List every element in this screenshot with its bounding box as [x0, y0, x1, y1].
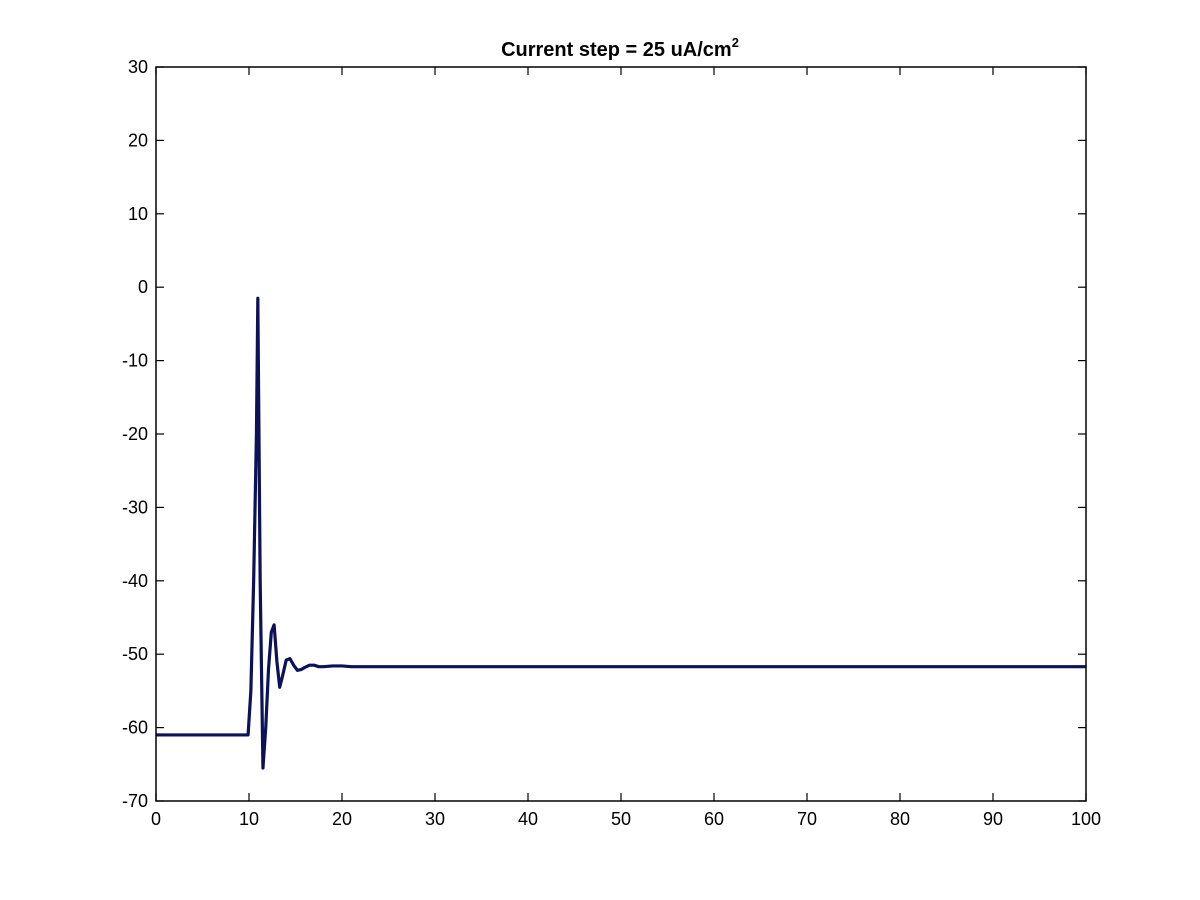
x-tick-label: 30	[425, 809, 445, 829]
y-tick-label: 10	[128, 204, 148, 224]
y-tick-label: -40	[122, 571, 148, 591]
y-tick-label: -70	[122, 791, 148, 811]
y-tick-label: -10	[122, 351, 148, 371]
y-tick-label: -60	[122, 718, 148, 738]
axes-frame	[155, 66, 1087, 802]
x-tick-label: 70	[797, 809, 817, 829]
y-tick-label: -30	[122, 497, 148, 517]
y-tick-label: -50	[122, 644, 148, 664]
x-tick-label: 60	[704, 809, 724, 829]
x-tick-label: 40	[518, 809, 538, 829]
x-tick-label: 50	[611, 809, 631, 829]
x-tick-label: 80	[890, 809, 910, 829]
series-line-0	[156, 296, 1086, 770]
y-tick-label: 20	[128, 130, 148, 150]
x-tick-label: 90	[983, 809, 1003, 829]
chart-title-superscript: 2	[732, 35, 739, 50]
x-tick-label: 0	[151, 809, 161, 829]
y-tick-label: -20	[122, 424, 148, 444]
chart-title: Current step = 25 uA/cm2	[501, 35, 739, 61]
y-tick-label: 30	[128, 57, 148, 77]
chart-title-main: Current step = 25 uA/cm	[501, 39, 732, 61]
x-tick-label: 10	[239, 809, 259, 829]
y-tick-label: 0	[138, 277, 148, 297]
plot-area: 0 10 20 30 40 50 60 70 80 90 100-70-60-50-40-30-20…	[122, 57, 1101, 829]
x-tick-label: 20	[332, 809, 352, 829]
x-tick-label: 100	[1071, 809, 1101, 829]
